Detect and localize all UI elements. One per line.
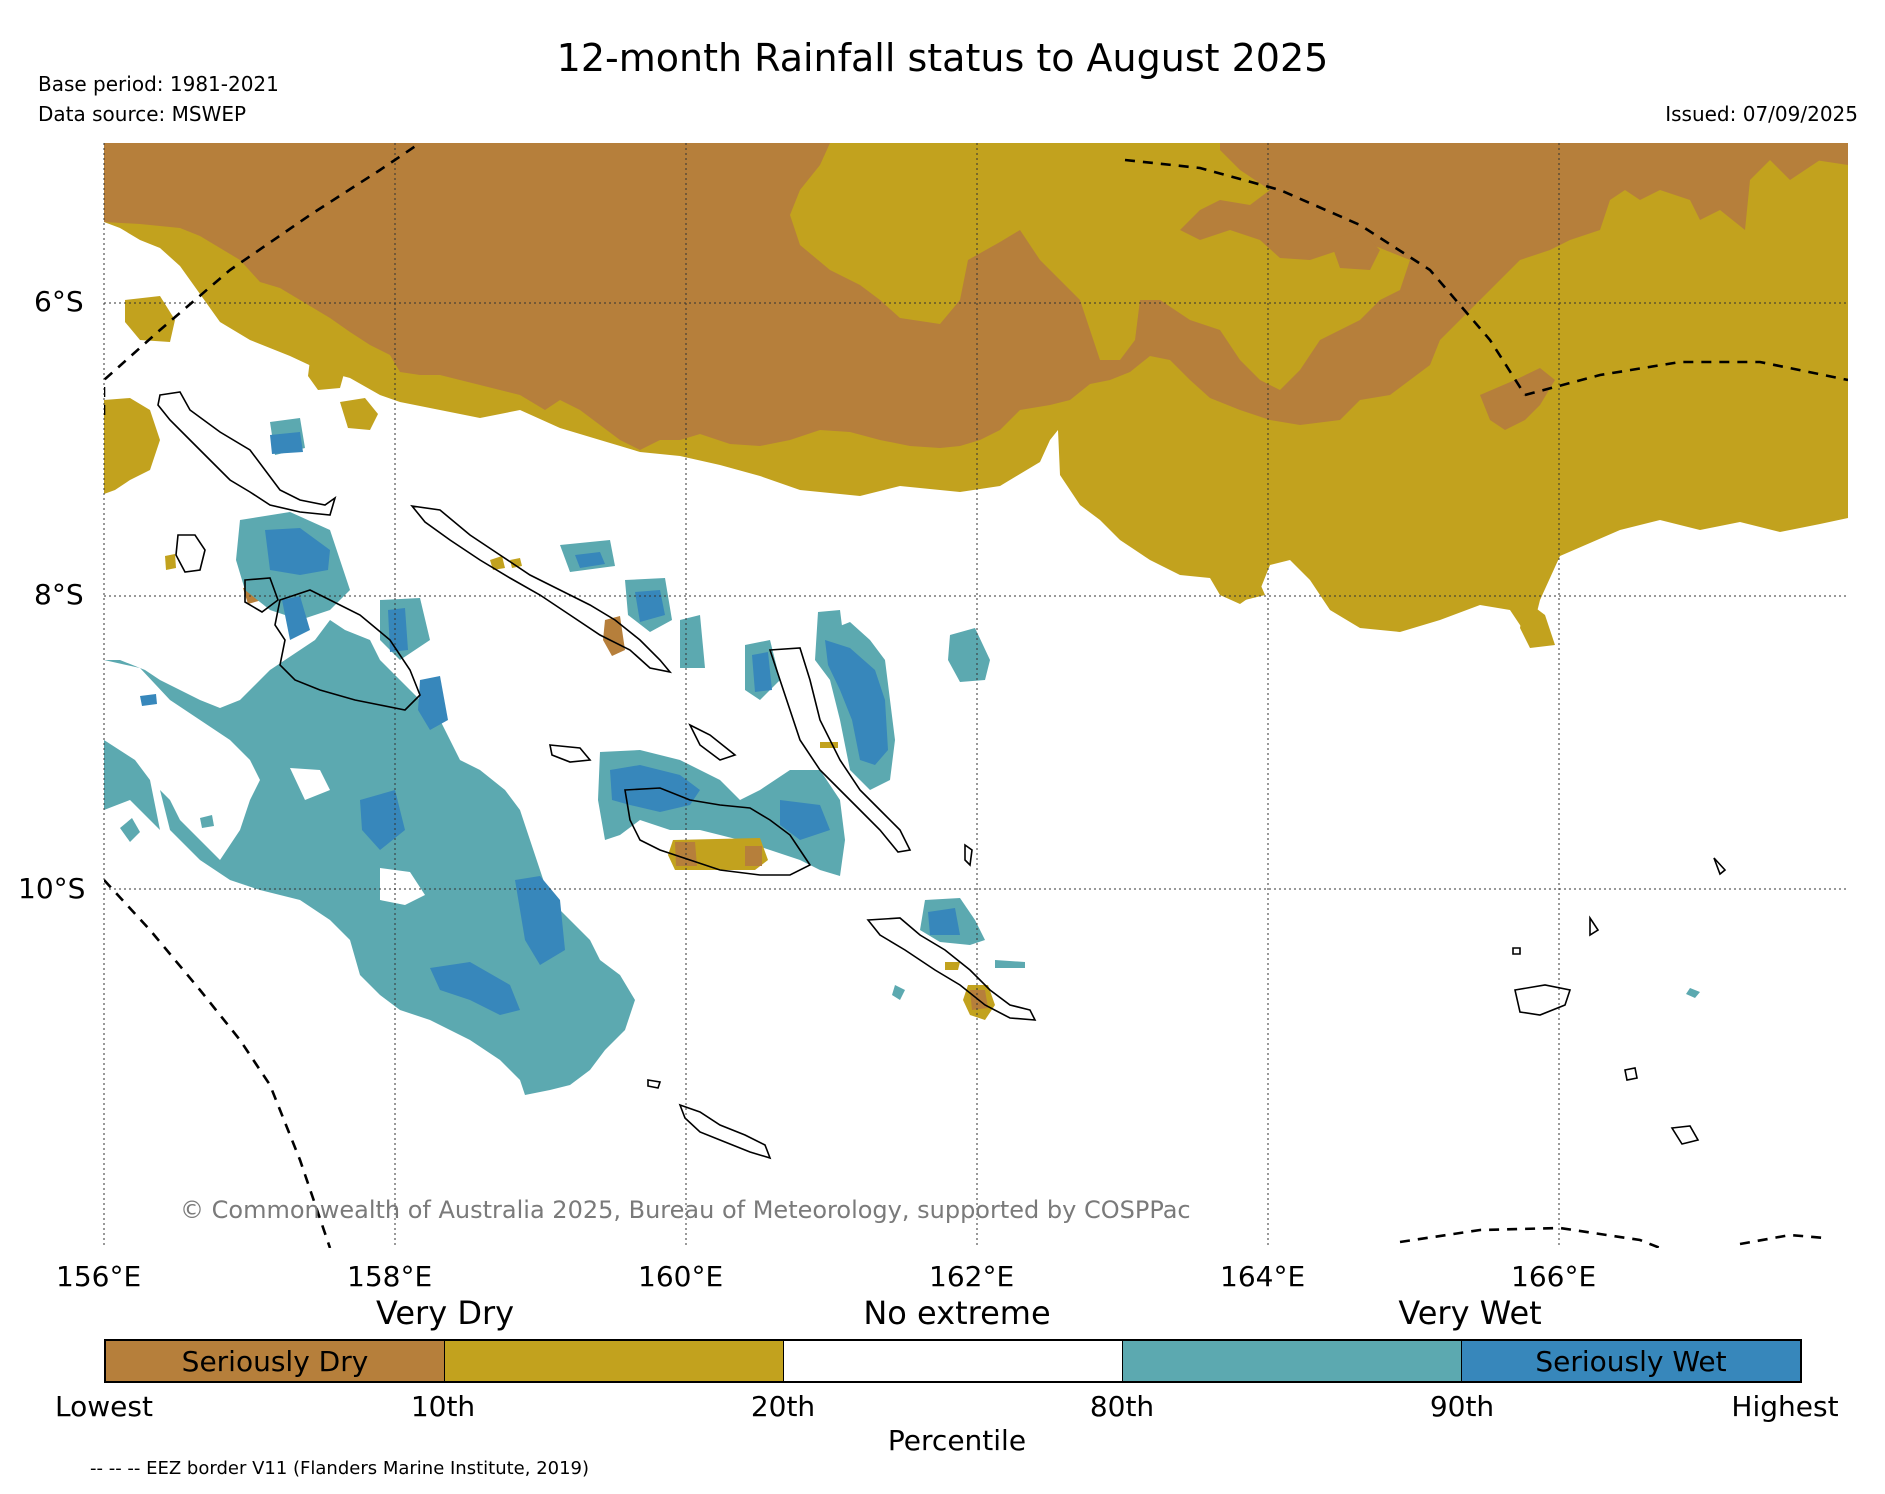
legend-tick-10th: 10th	[410, 1390, 476, 1423]
coastline-bougainville	[157, 391, 337, 516]
coastline-rennell	[678, 1103, 772, 1160]
legend-tick-20th: 20th	[750, 1390, 816, 1423]
eez-border	[1124, 158, 1527, 396]
legend-segment-very-dry	[445, 1341, 784, 1381]
legend-tick-lowest: Lowest	[55, 1390, 153, 1423]
coastline-small-island	[1624, 1067, 1638, 1081]
eez-footnote: -- -- -- EEZ border V11 (Flanders Marine…	[90, 1458, 590, 1479]
coastline-small-island	[244, 577, 279, 613]
seriously-wet-patch	[430, 962, 520, 1015]
seriously-wet-patch	[270, 432, 303, 454]
lon-label-158e: 158°E	[347, 1260, 433, 1293]
coastline-shortland	[175, 534, 206, 573]
seriously-dry-patch	[745, 846, 762, 866]
legend-segment-seriously-wet: Seriously Wet	[1462, 1341, 1800, 1381]
lon-label-164e: 164°E	[1220, 1260, 1306, 1293]
seriously-wet-patch	[388, 608, 408, 652]
legend-category-no-extreme: No extreme	[863, 1294, 1051, 1332]
no-extreme-patch	[290, 768, 330, 800]
seriously-wet-patch	[265, 528, 330, 575]
eez-border	[104, 879, 332, 1248]
seriously-wet-patch	[575, 552, 605, 568]
seriously-wet-patch	[282, 596, 310, 640]
coastline-small-island	[1670, 1125, 1700, 1145]
coastline-santa-isabel	[768, 647, 912, 853]
very-dry-patch	[1225, 555, 1265, 600]
data-source-label: Data source: MSWEP	[38, 102, 247, 126]
legend-segment-no-extreme	[784, 1341, 1123, 1381]
seriously-wet-patch	[825, 640, 888, 765]
very-wet-patch	[1686, 988, 1700, 998]
legend-tick-highest: Highest	[1731, 1390, 1839, 1423]
base-period-label: Base period: 1981-2021	[38, 72, 279, 96]
legend-tick-80th: 80th	[1089, 1390, 1155, 1423]
seriously-wet-patch	[418, 676, 448, 730]
very-wet-region-west-2	[104, 740, 160, 830]
coastline-santa-cruz	[1514, 984, 1572, 1016]
coastline-small-island	[1589, 915, 1600, 937]
coastline-choiseul	[410, 504, 673, 674]
coastline-malaita	[866, 917, 1037, 1021]
very-wet-patch	[995, 960, 1025, 968]
seriously-wet-patch	[780, 800, 830, 840]
eez-border	[1399, 1226, 1661, 1248]
seriously-wet-patch	[635, 590, 665, 622]
very-wet-patch	[948, 628, 990, 682]
very-dry-region-west	[104, 398, 160, 494]
lon-label-166e: 166°E	[1511, 1260, 1597, 1293]
eez-border	[104, 143, 421, 415]
issued-date-label: Issued: 07/09/2025	[1665, 102, 1858, 126]
coastline-small-island	[1512, 947, 1521, 955]
no-extreme-patch	[380, 868, 425, 905]
legend-segment-very-wet	[1123, 1341, 1462, 1381]
lat-label-6s: 6°S	[34, 285, 84, 318]
coastline-small-island	[1713, 857, 1727, 876]
seriously-dry-patch	[1480, 368, 1555, 430]
very-dry-patch	[820, 742, 838, 748]
coastline-small-island	[688, 723, 737, 761]
very-dry-patch	[1520, 600, 1555, 648]
legend-colorbar: Seriously Dry Seriously Wet	[104, 1339, 1802, 1383]
very-wet-patch	[120, 818, 140, 842]
coastline-guadalcanal	[624, 787, 812, 876]
seriously-wet-patch	[140, 694, 157, 706]
legend-category-very-dry: Very Dry	[375, 1294, 515, 1332]
seriously-wet-patch	[928, 908, 960, 935]
very-dry-patch	[510, 558, 522, 568]
very-wet-patch	[892, 985, 905, 1000]
seriously-dry-patch	[603, 616, 625, 656]
very-wet-patch	[680, 615, 705, 668]
seriously-wet-patch	[752, 652, 772, 692]
very-dry-patch	[165, 554, 176, 570]
seriously-wet-patch	[515, 876, 565, 965]
legend-segment-seriously-dry: Seriously Dry	[106, 1341, 445, 1381]
coastline-small-island	[964, 843, 973, 867]
very-dry-patch	[945, 962, 960, 970]
legend-axis-title: Percentile	[887, 1424, 1027, 1457]
coastline-small-island	[647, 1079, 662, 1089]
copyright-notice: © Commonwealth of Australia 2025, Bureau…	[180, 1196, 1191, 1224]
lat-label-8s: 8°S	[34, 578, 84, 611]
seriously-wet-patch	[360, 790, 405, 850]
seriously-dry-patch	[1800, 143, 1848, 165]
eez-border	[1739, 1233, 1826, 1246]
coastline-new-georgia	[274, 589, 421, 711]
lon-label-156e: 156°E	[56, 1260, 142, 1293]
lon-label-160e: 160°E	[638, 1260, 724, 1293]
lat-label-10s: 10°S	[18, 872, 86, 905]
seriously-dry-region	[104, 143, 1848, 450]
chart-title: 12-month Rainfall status to August 2025	[556, 36, 1329, 80]
lon-label-162e: 162°E	[929, 1260, 1015, 1293]
very-dry-patch	[490, 556, 505, 570]
very-dry-patch	[340, 398, 378, 430]
very-dry-patch	[308, 356, 345, 390]
very-dry-patch	[125, 296, 175, 342]
seriously-dry-patch	[1330, 230, 1380, 270]
very-wet-region-southwest	[104, 620, 635, 1095]
coastline-small-island	[549, 744, 592, 763]
very-wet-patch	[200, 815, 214, 828]
legend-category-very-wet: Very Wet	[1398, 1294, 1542, 1332]
legend-tick-90th: 90th	[1429, 1390, 1495, 1423]
